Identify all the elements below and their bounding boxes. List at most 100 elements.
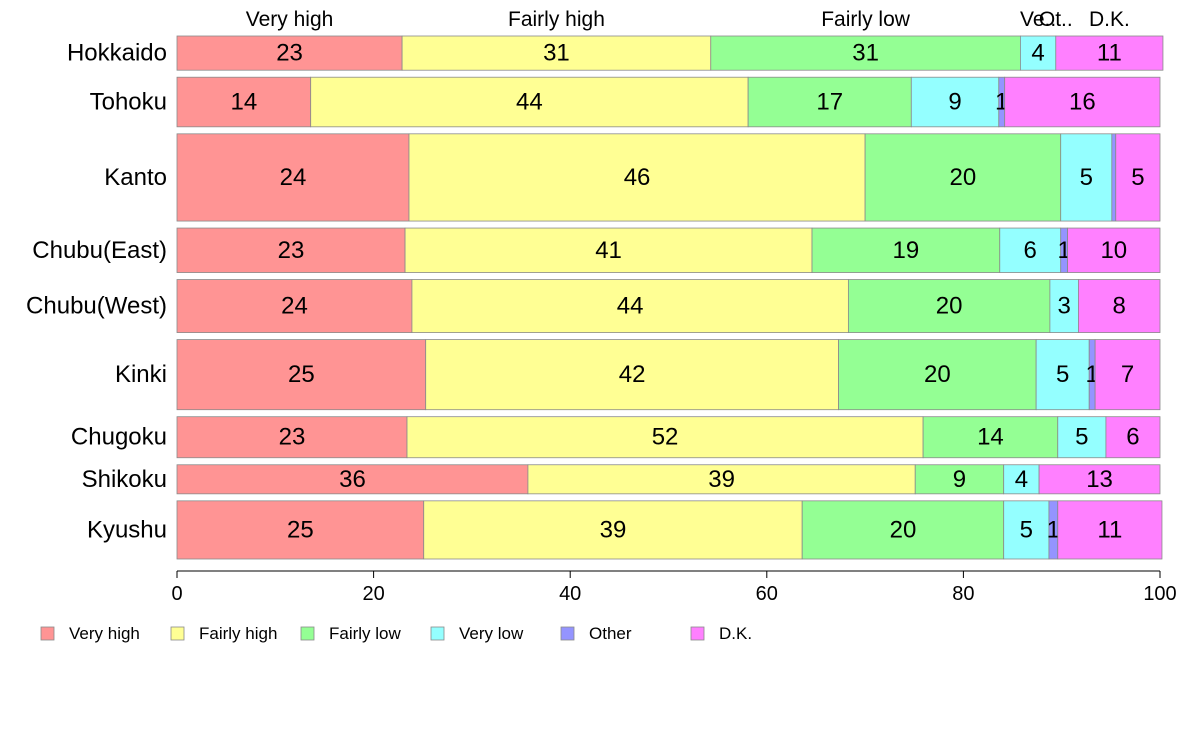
category-label: Kyushu (87, 516, 167, 543)
data-label: 31 (543, 40, 570, 67)
bar-segment-tohoku-fairly-high (310, 76, 749, 128)
bar-segment-hokkaido-fairly-high (401, 35, 712, 71)
data-label: 16 (1069, 89, 1096, 116)
bar-segment-hokkaido-d-k (1055, 35, 1164, 71)
legend-label: Fairly low (329, 624, 402, 643)
data-label: 5 (1020, 516, 1033, 543)
data-label: 13 (1086, 466, 1113, 493)
data-label: 9 (953, 466, 966, 493)
data-label: 24 (281, 293, 308, 320)
category-label: Hokkaido (67, 40, 167, 67)
bar-row-chugoku: 23 52 14 5 6 (176, 416, 1161, 459)
bar-segment-kanto-d-k (1115, 133, 1161, 222)
legend-item-very-high: Very high (40, 624, 140, 643)
data-label: 44 (516, 89, 543, 116)
data-label: 42 (619, 361, 646, 388)
bar-segment-kanto-fairly-low (864, 133, 1062, 222)
top-series-label: Fairly low (821, 8, 911, 31)
data-label: 25 (288, 361, 315, 388)
data-label: 10 (1100, 237, 1127, 264)
legend-swatch (40, 626, 55, 641)
bar-segment-tohoku-fairly-low (747, 76, 912, 128)
bar-segment-kinki-fairly-low (838, 339, 1037, 411)
data-label: 24 (280, 164, 307, 191)
bar-row-shikoku: 36 39 9 4 13 (176, 464, 1161, 495)
data-label: 8 (1113, 293, 1126, 320)
data-label: 44 (617, 293, 644, 320)
category-label: Chubu(East) (32, 237, 167, 264)
bar-segment-chugoku-fairly-low (922, 416, 1059, 459)
legend-label: Very low (459, 624, 524, 643)
bar-segment-kinki-very-high (176, 339, 427, 411)
top-series-label: Fairly high (508, 8, 605, 31)
data-label: 20 (950, 164, 977, 191)
data-label: 31 (852, 40, 879, 67)
category-label: Tohoku (90, 89, 167, 116)
bar-row-kanto: 24 46 20 5 5 (176, 133, 1161, 222)
bar-segment-kyushu-very-low (1003, 500, 1050, 560)
data-label: 11 (1097, 516, 1122, 543)
data-label: 23 (279, 424, 306, 451)
bar-segment-kyushu-d-k (1057, 500, 1163, 560)
bar-segment-kyushu-fairly-high (423, 500, 803, 560)
data-label: 39 (708, 466, 735, 493)
category-label: Shikoku (82, 466, 167, 493)
bar-segment-tohoku-very-low (910, 76, 1000, 128)
bar-row-kyushu: 25 39 20 5 1 11 (176, 500, 1163, 560)
data-label: 5 (1075, 424, 1088, 451)
bar-segment-tohoku-very-high (176, 76, 312, 128)
bar-segment-chubu-east-very-low (999, 227, 1062, 273)
data-label: 1 (1047, 516, 1060, 543)
top-series-label: D.K. (1089, 8, 1130, 31)
bar-segment-chugoku-d-k (1105, 416, 1161, 459)
legend-swatch (170, 626, 185, 641)
data-label: 14 (230, 89, 257, 116)
legend-label: Fairly high (199, 624, 277, 643)
bar-segment-chubu-east-d-k (1067, 227, 1161, 273)
bar-row-chubu-west: 24 44 20 3 8 (176, 279, 1161, 333)
legend-label: D.K. (719, 624, 752, 643)
x-tick-label: 60 (756, 583, 778, 605)
bar-segment-hokkaido-fairly-low (710, 35, 1021, 71)
data-label: 25 (287, 516, 314, 543)
category-labels: Hokkaido Tohoku Kanto Chubu(East) Chubu(West… (26, 40, 167, 544)
bar-segment-chubu-east-very-high (176, 227, 406, 273)
bar-row-hokkaido: 23 31 31 4 11 (176, 35, 1164, 71)
bar-segment-chubu-east-fairly-high (404, 227, 813, 273)
data-label: 46 (624, 164, 651, 191)
bar-segment-kyushu-very-high (176, 500, 425, 560)
bar-segment-chubu-east-fairly-low (811, 227, 1001, 273)
legend-item-fairly-high: Fairly high (170, 624, 277, 643)
bar-segment-hokkaido-very-high (176, 35, 403, 71)
data-label: 14 (977, 424, 1004, 451)
data-label: 5 (1056, 361, 1069, 388)
data-label: 9 (948, 89, 961, 116)
data-label: 52 (652, 424, 679, 451)
data-label: 41 (595, 237, 622, 264)
data-label: 6 (1024, 237, 1037, 264)
bar-segment-shikoku-fairly-low (914, 464, 1005, 495)
data-label: 6 (1126, 424, 1139, 451)
bar-segment-chubu-west-fairly-low (847, 279, 1051, 333)
bar-segment-kanto-fairly-high (408, 133, 866, 222)
data-label: 7 (1121, 361, 1134, 388)
top-series-label: Ot.. (1039, 8, 1073, 31)
bar-segment-kyushu-fairly-low (801, 500, 1005, 560)
data-label: 39 (600, 516, 627, 543)
legend-item-d-k: D.K. (690, 624, 752, 643)
top-series-labels: Very high Fairly high Fairly low Ve..Ot.. D.… (246, 8, 1130, 31)
legend: Very high Fairly high Fairly low Very low Ot… (40, 624, 752, 643)
x-tick-label: 40 (559, 583, 581, 605)
bar-segment-shikoku-fairly-high (527, 464, 916, 495)
data-label: 36 (339, 466, 366, 493)
top-series-label: Ve.. (1020, 8, 1056, 31)
data-label: 17 (816, 89, 843, 116)
legend-item-fairly-low: Fairly low (300, 624, 402, 643)
bar-segment-kanto-other (1111, 133, 1117, 222)
data-label: 23 (276, 40, 303, 67)
legend-swatch (690, 626, 705, 641)
bar-segment-chubu-west-fairly-high (411, 279, 849, 333)
bar-segment-chubu-west-d-k (1078, 279, 1161, 333)
